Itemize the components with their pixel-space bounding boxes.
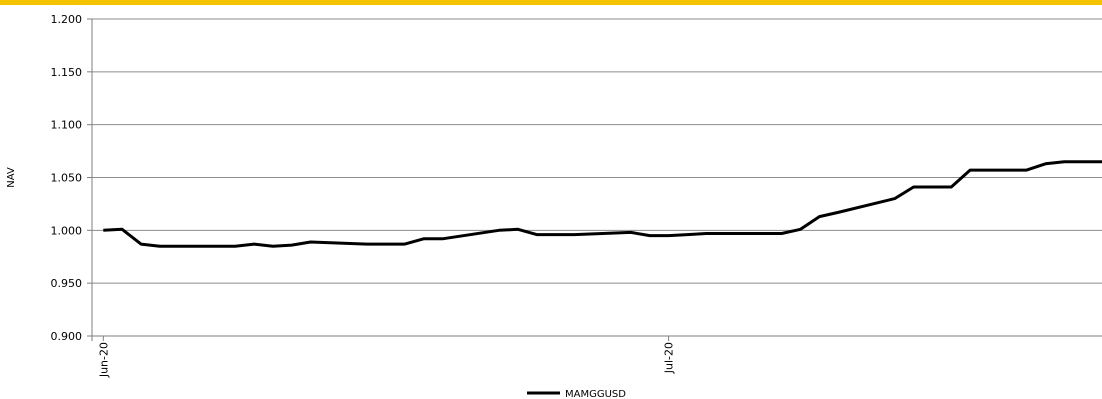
top-accent-bar — [0, 0, 1102, 5]
y-tick-label: 1.150 — [51, 66, 83, 79]
x-axis-ticks: Jun-20 Jul-20 — [97, 336, 676, 378]
legend-label-mamggusd: MAMGGUSD — [565, 389, 626, 399]
y-tick-label: 1.050 — [51, 172, 83, 185]
x-tick-label: Jun-20 — [97, 342, 110, 378]
series-layer — [103, 160, 1102, 248]
y-tick-label: 1.200 — [51, 13, 83, 26]
y-axis-title: NAV — [6, 167, 17, 188]
legend: MAMGGUSD — [527, 389, 626, 399]
y-tick-label: 1.100 — [51, 119, 83, 132]
y-tick-label: 0.950 — [51, 277, 83, 290]
y-tick-label: 1.000 — [51, 224, 83, 237]
x-tick-label: Jul-20 — [663, 342, 676, 374]
series-line-mamggusd — [103, 160, 1102, 248]
y-axis-ticks: 1.200 1.150 1.100 1.050 1.000 0.950 0.900 — [51, 13, 92, 343]
gridlines — [92, 18, 1102, 337]
y-tick-label: 0.900 — [51, 330, 83, 343]
